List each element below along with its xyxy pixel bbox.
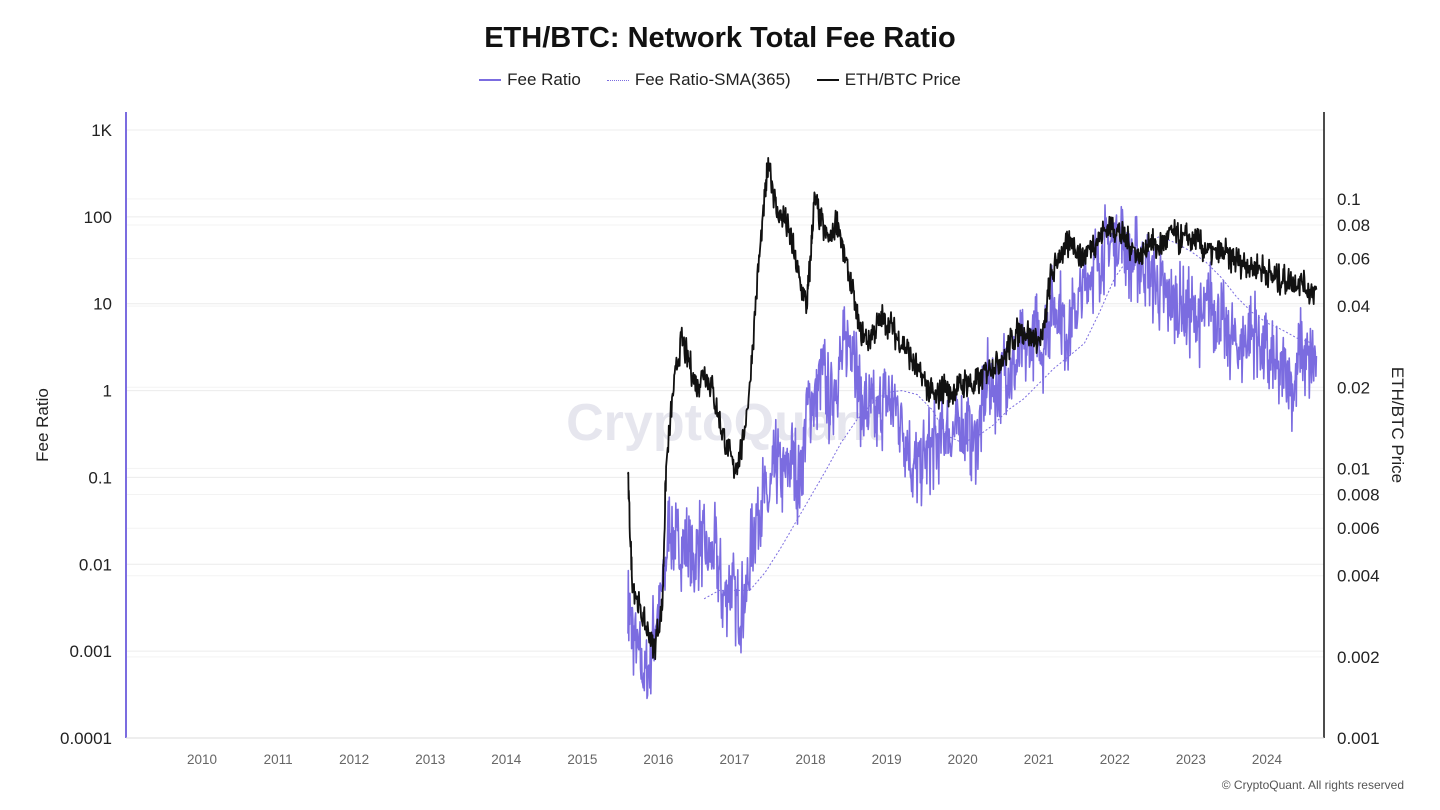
x-tick-label: 2010 [187,752,217,767]
x-tick-label: 2020 [948,752,978,767]
right-tick-label: 0.1 [1337,190,1361,209]
left-axis-ticks: 1K 100 10 1 0.1 0.01 0.001 0.0001 [60,121,113,748]
left-tick-label: 100 [84,208,112,227]
right-axis-ticks: 0.1 0.08 0.06 0.04 0.02 0.01 0.008 0.006 0.004 0.… [1337,190,1380,748]
right-tick-label: 0.004 [1337,567,1380,586]
left-tick-label: 10 [93,295,112,314]
x-tick-label: 2012 [339,752,369,767]
x-axis-ticks: 2010 2011 2012 2013 2014 2015 2016 2017 2018 2019… [187,752,1282,767]
left-tick-label: 1K [91,121,112,140]
y2-axis-title: ETH/BTC Price [1388,367,1407,483]
x-tick-label: 2014 [491,752,522,767]
series-line-fee-ratio-sma [703,235,1313,600]
x-tick-label: 2021 [1024,752,1054,767]
left-tick-label: 0.0001 [60,729,112,748]
series-line-eth-btc-price [627,157,1318,661]
x-tick-label: 2024 [1252,752,1283,767]
y-axis-title: Fee Ratio [33,388,52,462]
legend-label-fee-ratio-sma: Fee Ratio-SMA(365) [634,70,791,89]
chart-legend: Fee Ratio Fee Ratio-SMA(365) ETH/BTC Pri… [0,70,1440,90]
chart-title: ETH/BTC: Network Total Fee Ratio [484,22,956,54]
legend-item-eth-btc-price[interactable]: ETH/BTC Price [816,70,961,90]
legend-swatch-fee-ratio [479,79,502,81]
right-tick-label: 0.08 [1337,216,1370,235]
left-tick-label: 0.1 [88,468,112,487]
right-tick-label: 0.04 [1337,297,1370,316]
legend-label-fee-ratio: Fee Ratio [507,70,581,89]
legend-item-fee-ratio-sma[interactable]: Fee Ratio-SMA(365) [606,70,791,90]
right-tick-label: 0.002 [1337,648,1380,667]
legend-swatch-fee-ratio-sma [606,79,629,81]
legend-label-eth-btc-price: ETH/BTC Price [844,70,961,89]
legend-swatch-eth-btc-price [816,79,839,81]
x-tick-label: 2019 [872,752,902,767]
x-tick-label: 2015 [567,752,597,767]
x-tick-label: 2016 [643,752,673,767]
left-tick-label: 0.01 [79,555,112,574]
legend-item-fee-ratio[interactable]: Fee Ratio [479,70,581,90]
right-tick-label: 0.006 [1337,519,1380,538]
grid-lines [126,129,1324,739]
x-tick-label: 2013 [415,752,445,767]
series-line-fee-ratio [627,204,1318,700]
copyright-notice: © CryptoQuant. All rights reserved [1221,778,1404,792]
right-tick-label: 0.008 [1337,486,1380,505]
left-tick-label: 1 [103,382,112,401]
right-tick-label: 0.01 [1337,459,1370,478]
right-tick-label: 0.06 [1337,250,1370,269]
series-layer [627,157,1318,700]
x-tick-label: 2011 [264,752,293,767]
left-tick-label: 0.001 [69,642,112,661]
x-tick-label: 2018 [796,752,826,767]
x-tick-label: 2017 [719,752,749,767]
x-tick-label: 2023 [1176,752,1206,767]
right-tick-label: 0.001 [1337,729,1380,748]
right-tick-label: 0.02 [1337,378,1370,397]
x-tick-label: 2022 [1100,752,1130,767]
